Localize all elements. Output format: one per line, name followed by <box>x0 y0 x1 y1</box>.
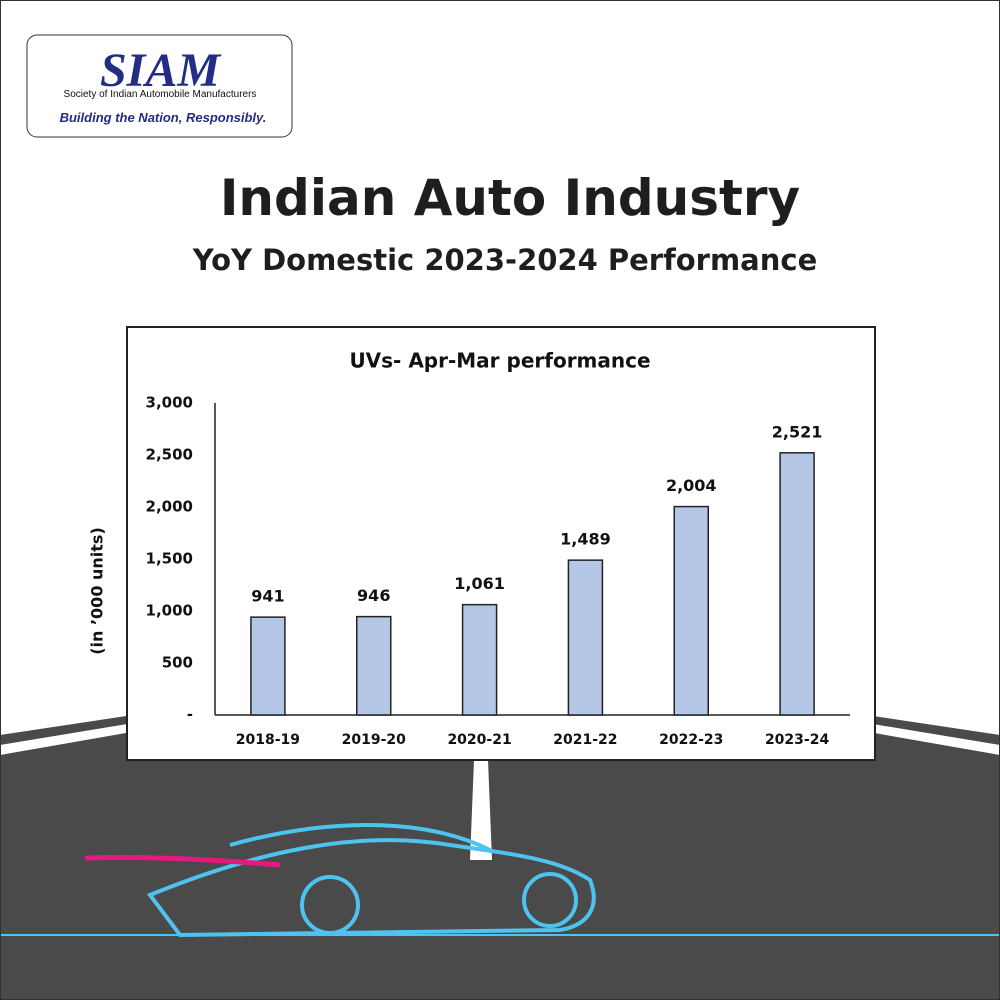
x-tick-label: 2019-20 <box>342 732 407 748</box>
bar <box>250 616 286 716</box>
value-label: 1,489 <box>560 530 611 549</box>
y-tick-label: 3,000 <box>146 394 193 412</box>
y-tick-label: 1,000 <box>146 602 193 620</box>
x-tick-label: 2023-24 <box>765 732 830 748</box>
logo-tagline: Building the Nation, Responsibly. <box>60 110 267 125</box>
bar <box>356 615 392 716</box>
title: Indian Auto Industry <box>220 169 800 227</box>
logo-box <box>26 34 293 138</box>
value-label: 941 <box>251 587 284 606</box>
bar <box>779 452 815 716</box>
chart: UVs- Apr-Mar performance (in ’000 units)… <box>88 326 876 761</box>
subtitle: YoY Domestic 2023-2024 Performance <box>192 243 818 277</box>
car-outline <box>0 823 1000 938</box>
value-label: 2,004 <box>666 476 717 495</box>
logo-name: SIAM <box>100 44 222 97</box>
x-tick-label: 2020-21 <box>447 732 511 748</box>
bar <box>567 559 604 716</box>
y-axis-label: (in ’000 units) <box>88 527 107 655</box>
bar <box>461 603 498 716</box>
bar <box>673 505 709 716</box>
y-tick-label: 500 <box>162 654 193 672</box>
lane-marker <box>470 760 492 860</box>
x-tick-label: 2018-19 <box>236 732 300 748</box>
y-tick-label: - <box>187 706 193 724</box>
y-tick-label: 2,000 <box>146 498 193 516</box>
value-label: 946 <box>357 586 390 605</box>
car-accent <box>84 854 281 868</box>
value-label: 1,061 <box>454 574 505 593</box>
chart-box <box>126 326 876 761</box>
y-tick-label: 2,500 <box>146 446 193 464</box>
x-tick-label: 2022-23 <box>659 732 723 748</box>
value-label: 2,521 <box>772 422 823 441</box>
logo-full-name: Society of Indian Automobile Manufacture… <box>64 89 257 100</box>
chart-title: UVs- Apr-Mar performance <box>349 349 650 373</box>
y-tick-label: 1,500 <box>146 550 193 568</box>
x-tick-label: 2021-22 <box>553 732 617 748</box>
